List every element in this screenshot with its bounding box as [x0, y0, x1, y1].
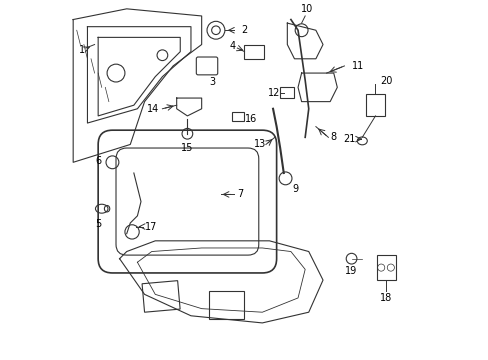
- Bar: [365, 94, 385, 116]
- Text: 5: 5: [95, 219, 101, 229]
- Text: 20: 20: [379, 76, 392, 86]
- Text: 13: 13: [253, 139, 265, 149]
- Text: 1: 1: [79, 45, 85, 55]
- Text: 18: 18: [379, 293, 391, 303]
- Text: 9: 9: [292, 184, 298, 194]
- Text: 15: 15: [181, 143, 193, 153]
- Bar: [280, 87, 294, 98]
- Bar: [244, 45, 264, 59]
- Text: 4: 4: [229, 41, 235, 51]
- Bar: [208, 291, 244, 319]
- Text: 7: 7: [237, 189, 243, 199]
- Text: 6: 6: [96, 156, 102, 166]
- Bar: [376, 255, 395, 280]
- Text: 3: 3: [209, 77, 215, 87]
- Text: 8: 8: [329, 132, 336, 142]
- Text: 14: 14: [146, 104, 159, 114]
- Text: 11: 11: [351, 61, 363, 71]
- Text: 16: 16: [244, 114, 256, 125]
- Text: 19: 19: [345, 266, 357, 276]
- Text: 17: 17: [144, 221, 157, 231]
- Bar: [231, 112, 244, 121]
- Text: 21: 21: [342, 134, 354, 144]
- Text: 10: 10: [300, 4, 312, 14]
- Bar: [142, 281, 180, 312]
- Text: 2: 2: [241, 25, 246, 35]
- Text: 12: 12: [267, 88, 280, 98]
